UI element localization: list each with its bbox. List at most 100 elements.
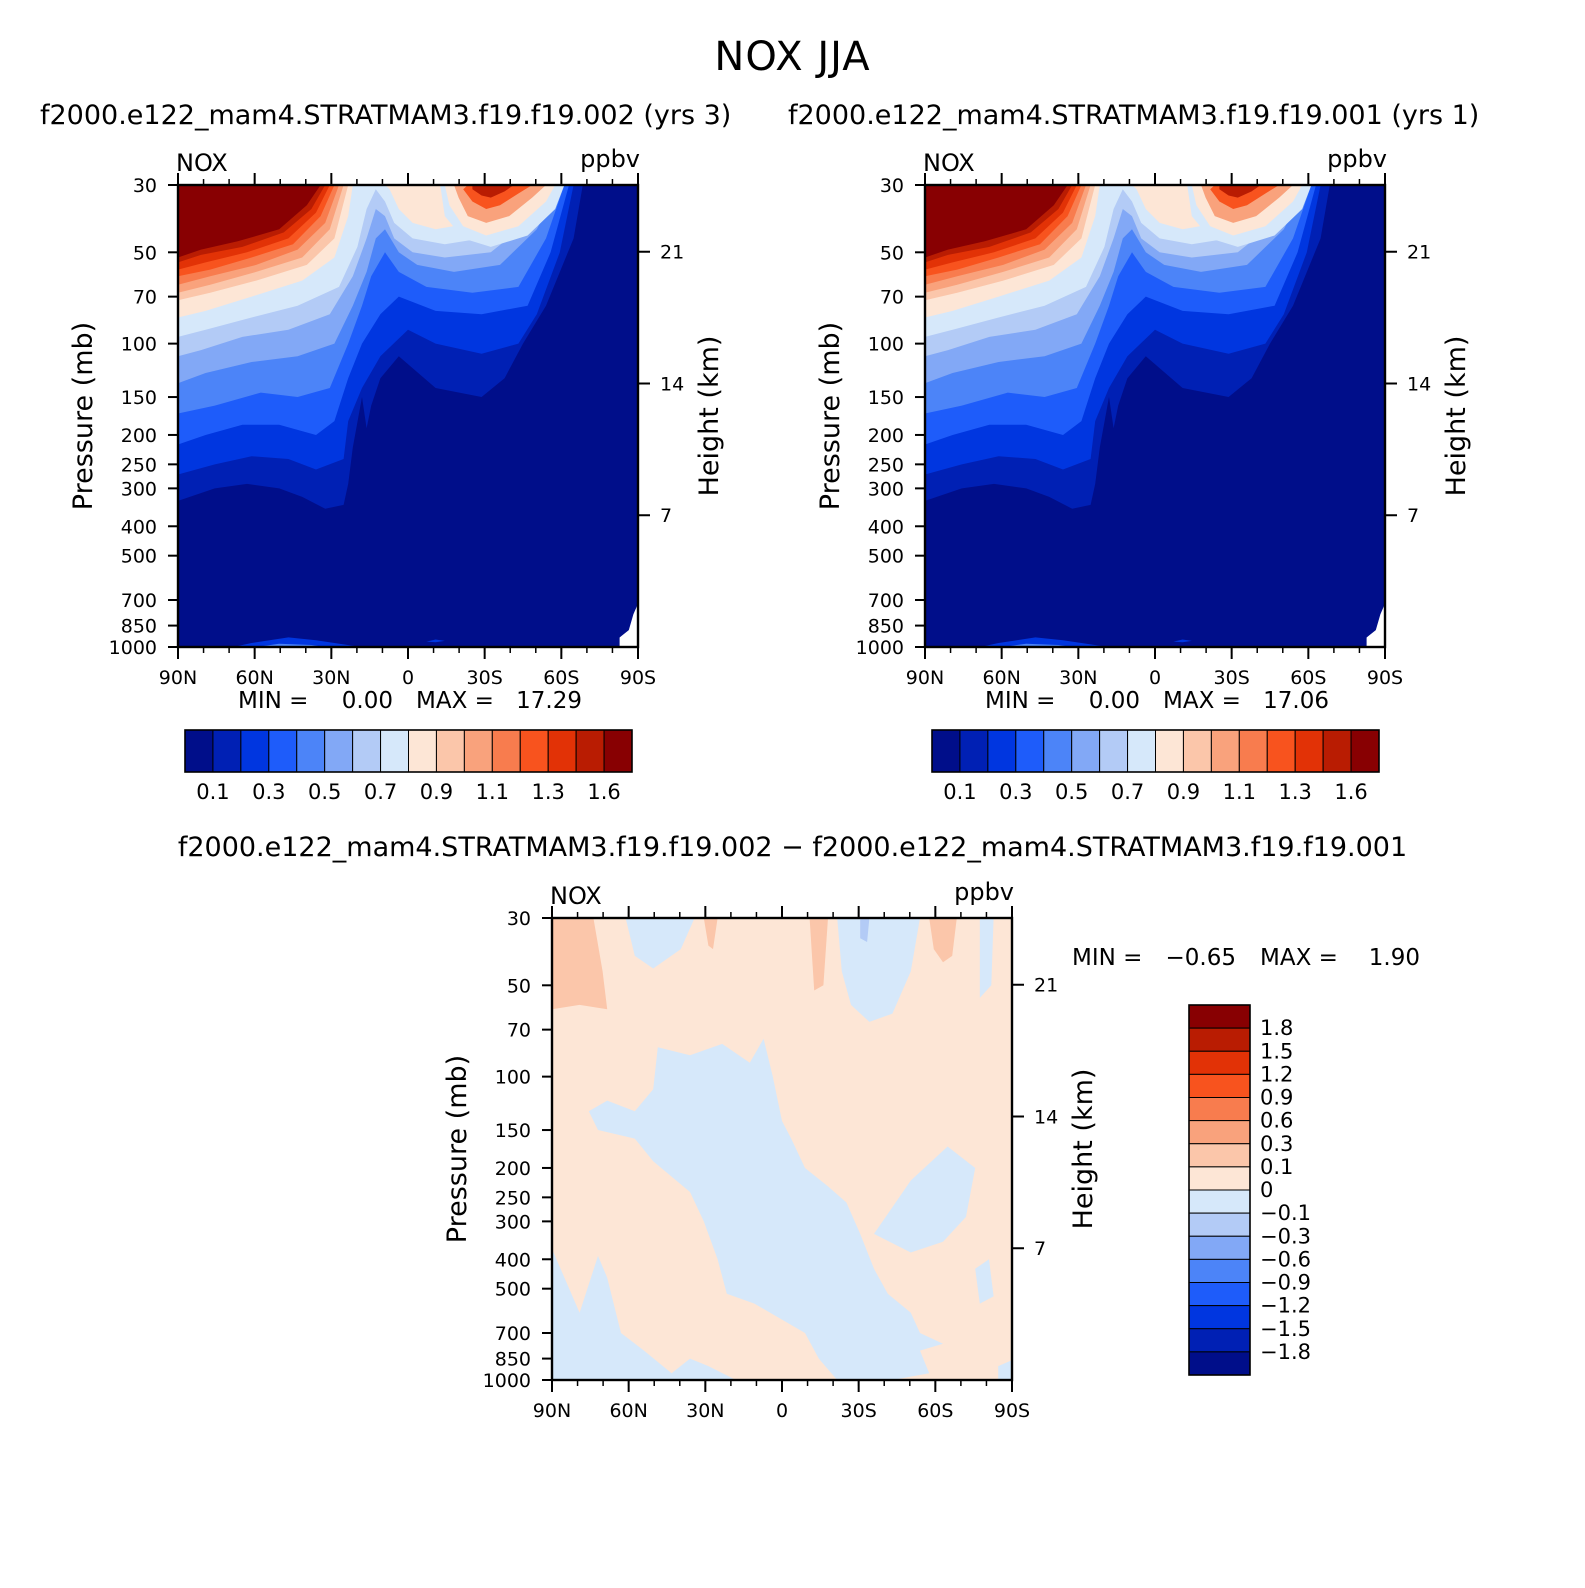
colorbar-swatch bbox=[1182, 729, 1212, 773]
colorbar-swatch bbox=[519, 729, 549, 773]
colorbar-swatch bbox=[240, 729, 270, 773]
x-tick-label: 60S bbox=[543, 667, 579, 689]
max-label: MAX = bbox=[1260, 945, 1338, 971]
y-tick-label: 700 bbox=[495, 1323, 531, 1345]
colorbar-swatch bbox=[212, 729, 242, 773]
colorbar-swatch bbox=[1188, 1166, 1251, 1191]
y-tick-label: 250 bbox=[495, 1187, 531, 1209]
colorbar-swatch bbox=[1188, 1328, 1251, 1353]
y-tick-label: 1000 bbox=[483, 1370, 531, 1392]
colorbar-label: 1.1 bbox=[1223, 780, 1256, 804]
colorbar-label: −0.9 bbox=[1260, 1271, 1311, 1295]
y-tick-label: 1000 bbox=[109, 637, 157, 659]
y-tick-label: 300 bbox=[495, 1211, 531, 1233]
colorbar-swatch bbox=[1210, 729, 1240, 773]
diff-band-neg-weak bbox=[860, 918, 870, 942]
colorbar-swatch bbox=[1188, 1120, 1251, 1145]
diff-band-negative-7 bbox=[975, 1259, 994, 1304]
contour-field-case1 bbox=[178, 185, 638, 647]
max-value: 1.90 bbox=[1369, 945, 1420, 971]
x-tick-label: 90S bbox=[994, 1400, 1030, 1422]
colorbar-swatch bbox=[1322, 729, 1352, 773]
variable-label: NOX bbox=[550, 882, 602, 910]
colorbar-label: 1.5 bbox=[1260, 1039, 1293, 1063]
contour-band-15 bbox=[178, 185, 321, 258]
min-label: MIN = bbox=[985, 688, 1055, 714]
x-tick-label: 60S bbox=[917, 1400, 953, 1422]
contour-lobe-4 bbox=[1219, 185, 1261, 198]
diff-band-negative-0 bbox=[625, 918, 695, 969]
y-tick-label: 1000 bbox=[856, 637, 904, 659]
surface-patch bbox=[980, 637, 1109, 647]
colorbar-label: 1.6 bbox=[1334, 780, 1367, 804]
panel-diff: 90N 60N 30N 0 30S 60S 90S305070100150200250300… bbox=[442, 878, 1420, 1422]
contour-lobe-4 bbox=[472, 185, 514, 198]
figure-title: NOX JJA bbox=[714, 34, 871, 80]
y-tick-label: 100 bbox=[121, 334, 157, 356]
y-tick-label: 30 bbox=[880, 175, 904, 197]
panel-case2: 90N 60N 30N 0 30S 60S 90S 30 50 70 100 150 200 250300… bbox=[815, 145, 1472, 804]
x-tick-label: 90S bbox=[620, 667, 656, 689]
colorbar-label: 0.1 bbox=[943, 780, 976, 804]
y-tick-label: 500 bbox=[495, 1279, 531, 1301]
colorbar-label: 1.3 bbox=[1278, 780, 1311, 804]
x-tick-label: 30N bbox=[1059, 667, 1097, 689]
contour-field-diff bbox=[552, 918, 1012, 1380]
colorbar-label: −0.6 bbox=[1260, 1247, 1311, 1271]
colorbar-swatch bbox=[1350, 729, 1380, 773]
colorbar-label: −1.2 bbox=[1260, 1294, 1311, 1318]
diff-band-pos-strong-0 bbox=[552, 918, 608, 1010]
x-tick-label: 90N bbox=[533, 1400, 571, 1422]
x-tick-label: 30N bbox=[312, 667, 350, 689]
y-tick-label: 500 bbox=[868, 546, 904, 568]
colorbar-swatch bbox=[987, 729, 1017, 773]
colorbar-swatch bbox=[435, 729, 465, 773]
colorbar-swatch bbox=[1188, 1050, 1251, 1075]
colorbar-swatch bbox=[1188, 1351, 1251, 1376]
colorbar-swatch bbox=[324, 729, 354, 773]
colorbar-label: 0.3 bbox=[1260, 1132, 1293, 1156]
y2-tick-label: 21 bbox=[1034, 975, 1058, 997]
colorbar-label: −1.5 bbox=[1260, 1317, 1311, 1341]
diff-band-negative-5 bbox=[552, 1249, 736, 1380]
colorbar-swatch bbox=[1099, 729, 1129, 773]
colorbar-swatch bbox=[1188, 1282, 1251, 1307]
diff-band-pos-strong-2 bbox=[809, 918, 828, 991]
min-label: MIN = bbox=[238, 688, 308, 714]
colorbar-swatch bbox=[1188, 1073, 1251, 1098]
units-label: ppbv bbox=[954, 878, 1014, 906]
x-tick-label: 30S bbox=[467, 667, 503, 689]
colorbar-label: 0.9 bbox=[1167, 780, 1200, 804]
colorbar-label: 1.3 bbox=[531, 780, 564, 804]
colorbar-label: 0.5 bbox=[308, 780, 341, 804]
colorbar-swatch bbox=[1266, 729, 1296, 773]
y-tick-label: 400 bbox=[495, 1249, 531, 1271]
colorbar-swatch bbox=[1015, 729, 1045, 773]
colorbar-label: −0.3 bbox=[1260, 1224, 1311, 1248]
max-value: 17.06 bbox=[1263, 688, 1329, 714]
min-value: 0.00 bbox=[1089, 688, 1140, 714]
colorbar-swatch bbox=[547, 729, 577, 773]
x-tick-label: 90N bbox=[906, 667, 944, 689]
colorbar-label: 0.9 bbox=[1260, 1086, 1293, 1110]
diff-title: f2000.e122_mam4.STRATMAM3.f19.f19.002 − … bbox=[177, 832, 1408, 863]
missing-data-region bbox=[1288, 603, 1385, 647]
y2-tick-label: 7 bbox=[1407, 505, 1419, 527]
colorbar-frame bbox=[1188, 1004, 1251, 1376]
colorbar-swatch bbox=[1188, 1027, 1251, 1052]
y-tick-label: 50 bbox=[507, 975, 531, 997]
x-tick-label: 90S bbox=[1367, 667, 1403, 689]
colorbar-swatch bbox=[603, 729, 633, 773]
colorbar-label: −0.1 bbox=[1260, 1201, 1311, 1225]
y-tick-label: 100 bbox=[495, 1067, 531, 1089]
variable-label: NOX bbox=[176, 149, 228, 177]
y-tick-label: 250 bbox=[868, 454, 904, 476]
y-axis-label: Pressure (mb) bbox=[442, 1055, 473, 1243]
colorbar-label: 0.3 bbox=[252, 780, 285, 804]
y2-tick-label: 14 bbox=[1034, 1106, 1058, 1128]
x-tick-label: 60N bbox=[609, 1400, 647, 1422]
x-tick-label: 30S bbox=[1214, 667, 1250, 689]
y-tick-label: 300 bbox=[121, 478, 157, 500]
y-tick-label: 700 bbox=[868, 590, 904, 612]
y-tick-label: 50 bbox=[133, 242, 157, 264]
